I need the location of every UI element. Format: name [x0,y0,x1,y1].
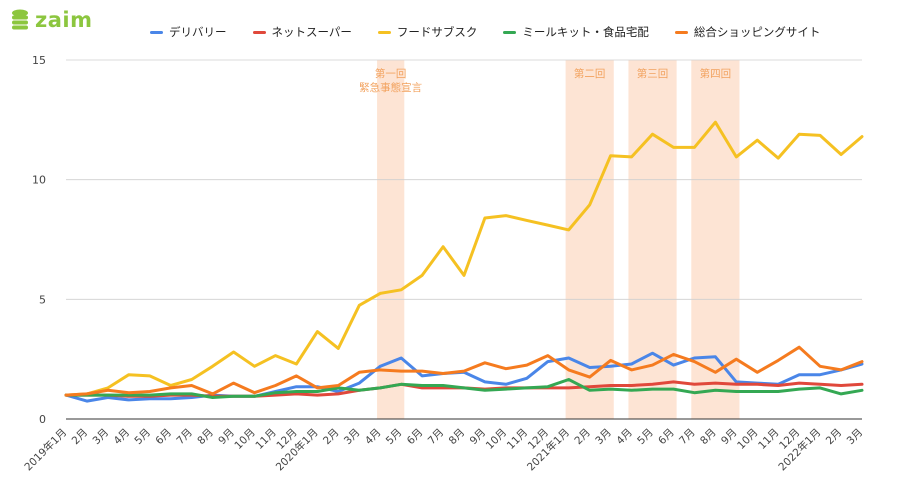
x-tick-label: 3月 [593,426,614,447]
series-line [64,345,864,397]
x-tick-label: 3月 [91,426,112,447]
legend-label: デリバリー [169,25,227,39]
x-tick-label: 4月 [614,426,635,447]
legend-swatch [377,30,391,34]
x-tick-label: 11月 [756,426,781,451]
legend-item: ネットスーパー [252,24,352,40]
x-tick-label: 6月 [656,426,677,447]
x-tick-label: 11月 [253,426,278,451]
brand-name: zaim [35,8,93,32]
x-tick-label: 10月 [735,426,760,451]
legend-label: 総合ショッピングサイト [693,25,821,39]
x-tick-label: 6月 [405,426,426,447]
brand-logo: zaim [10,8,92,32]
x-tick-label: 5月 [132,426,153,447]
x-tick-label: 7月 [174,426,195,447]
x-tick-label: 4月 [111,426,132,447]
x-tick-label: 10月 [484,426,509,451]
x-tick-label: 2019年1月 [22,426,70,474]
y-tick-label: 15 [32,54,46,67]
x-tick-label: 4月 [363,426,384,447]
series-line [64,120,864,397]
annotation-label: 第四回 [700,67,732,80]
x-tick-label: 3月 [845,426,866,447]
annotation-label: 第二回 [574,67,606,80]
x-tick-label: 2月 [824,426,845,447]
legend-item: フードサブスク [377,24,478,40]
x-tick-label: 8月 [698,426,719,447]
annotation-label: 第一回 [375,67,407,80]
legend-label: フードサブスク [396,25,478,39]
legend-swatch [150,30,163,34]
x-tick-label: 2月 [70,426,91,447]
y-tick-label: 5 [39,293,46,306]
legend-item: 総合ショッピングサイト [674,24,821,40]
legend-swatch [252,30,266,34]
x-tick-label: 11月 [505,426,530,451]
annotation-label: 緊急事態宣言 [359,81,422,94]
x-tick-label: 7月 [426,426,447,447]
legend-label: ネットスーパー [271,25,352,39]
x-tick-label: 3月 [342,426,363,447]
series-line [64,378,864,399]
legend-label: ミールキット・食品宅配 [522,25,649,39]
legend-item: ミールキット・食品宅配 [503,24,649,40]
legend-swatch [503,30,517,34]
x-tick-label: 8月 [447,426,468,447]
annotation-band [628,60,677,419]
y-tick-label: 10 [32,174,46,187]
x-tick-label: 7月 [677,426,698,447]
legend-swatch [674,30,688,34]
coin-stack-icon [12,9,28,30]
x-tick-label: 8月 [195,426,216,447]
chart-legend: デリバリー ネットスーパー フードサブスク ミールキット・食品宅配 総合ショッピングサイ… [150,24,846,40]
annotation-label: 第三回 [637,67,669,80]
x-tick-label: 6月 [153,426,174,447]
x-tick-label: 2月 [321,426,342,447]
x-tick-label: 5月 [635,426,656,447]
x-tick-label: 2月 [572,426,593,447]
y-tick-label: 0 [39,413,46,426]
legend-item: デリバリー [150,24,227,40]
x-tick-label: 10月 [232,426,257,451]
x-tick-label: 5月 [384,426,405,447]
